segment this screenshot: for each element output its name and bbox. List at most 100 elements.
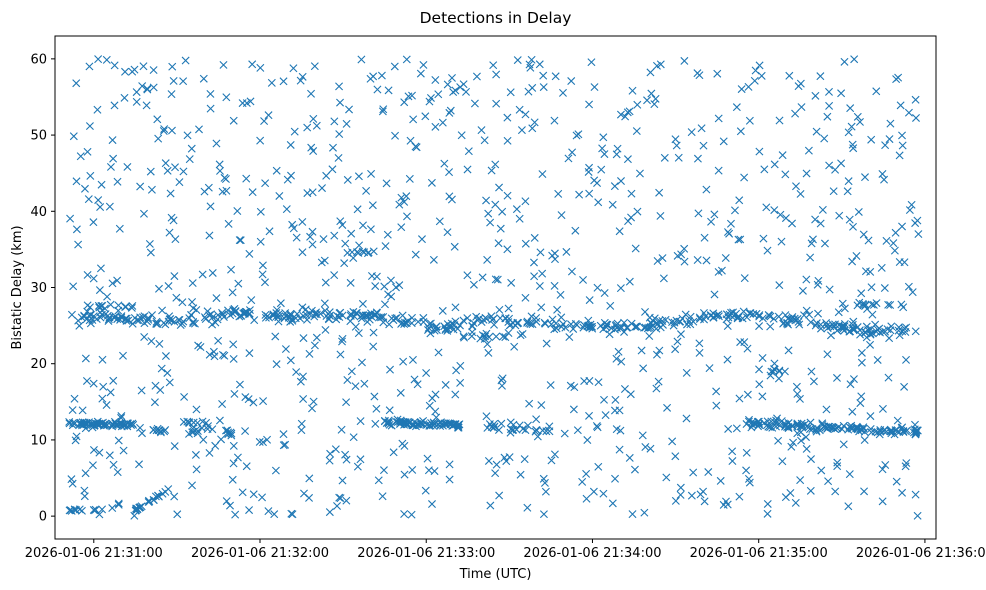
data-point bbox=[518, 330, 527, 338]
data-point bbox=[180, 392, 189, 401]
data-point bbox=[520, 455, 529, 464]
data-point bbox=[872, 327, 881, 336]
data-point bbox=[901, 462, 910, 471]
data-point bbox=[119, 420, 128, 429]
data-point bbox=[67, 310, 76, 319]
data-point bbox=[774, 312, 783, 321]
data-point bbox=[707, 217, 716, 226]
data-point bbox=[569, 405, 578, 414]
data-point bbox=[808, 235, 817, 244]
data-point bbox=[793, 419, 802, 428]
data-point bbox=[108, 136, 117, 145]
data-point bbox=[735, 394, 744, 403]
data-point bbox=[804, 146, 813, 155]
data-point bbox=[530, 233, 539, 242]
data-point bbox=[265, 313, 274, 322]
data-point bbox=[593, 283, 602, 292]
data-point bbox=[866, 340, 875, 349]
data-point bbox=[65, 506, 74, 515]
data-point bbox=[694, 209, 703, 218]
data-point bbox=[825, 285, 834, 294]
data-point bbox=[574, 130, 583, 139]
data-point bbox=[181, 56, 190, 65]
data-point bbox=[758, 353, 767, 362]
data-point bbox=[108, 279, 117, 288]
data-point bbox=[191, 450, 200, 459]
data-point bbox=[419, 417, 428, 426]
data-point bbox=[380, 300, 389, 309]
data-point bbox=[333, 501, 342, 510]
data-point bbox=[192, 465, 201, 474]
data-point bbox=[491, 160, 500, 169]
data-point bbox=[600, 150, 609, 159]
data-point bbox=[559, 320, 568, 329]
data-point bbox=[830, 322, 839, 331]
data-point bbox=[185, 155, 194, 164]
data-point bbox=[645, 332, 654, 340]
data-point bbox=[494, 426, 503, 435]
data-point bbox=[226, 311, 235, 320]
data-point bbox=[755, 312, 764, 321]
data-point bbox=[898, 131, 907, 140]
data-point bbox=[397, 193, 406, 202]
data-point bbox=[793, 422, 802, 431]
data-point bbox=[730, 206, 739, 215]
data-point bbox=[535, 60, 544, 69]
data-point bbox=[539, 510, 548, 519]
data-point bbox=[231, 510, 240, 519]
data-point bbox=[567, 320, 575, 329]
data-point bbox=[712, 311, 721, 320]
data-point bbox=[335, 130, 344, 139]
data-point bbox=[307, 89, 316, 98]
data-point bbox=[462, 87, 471, 96]
data-point bbox=[81, 469, 90, 478]
data-point bbox=[908, 288, 917, 297]
data-point bbox=[491, 275, 500, 284]
data-point bbox=[170, 492, 179, 501]
data-point bbox=[161, 426, 170, 435]
data-point bbox=[503, 191, 512, 200]
data-point bbox=[378, 107, 387, 116]
data-point bbox=[719, 500, 728, 509]
data-point bbox=[490, 419, 499, 428]
data-point bbox=[539, 83, 548, 92]
data-point bbox=[354, 172, 363, 181]
data-point bbox=[600, 288, 609, 297]
data-point bbox=[81, 354, 90, 363]
data-point bbox=[610, 325, 619, 334]
data-point bbox=[655, 316, 664, 325]
data-point bbox=[523, 317, 532, 326]
data-point bbox=[149, 496, 158, 505]
data-point bbox=[335, 493, 344, 502]
data-point bbox=[142, 101, 151, 110]
data-point bbox=[249, 490, 258, 499]
data-point bbox=[769, 314, 778, 323]
data-point bbox=[614, 347, 623, 356]
data-point bbox=[796, 428, 805, 437]
data-point bbox=[825, 87, 833, 96]
x-tick-label: 2026-01-06 21:34:00 bbox=[523, 546, 661, 561]
data-point bbox=[208, 313, 217, 322]
data-point bbox=[229, 116, 238, 125]
data-point bbox=[89, 445, 98, 454]
data-point bbox=[359, 221, 367, 230]
data-point bbox=[480, 334, 489, 343]
data-point bbox=[114, 499, 123, 508]
data-point bbox=[336, 217, 345, 226]
data-point bbox=[136, 423, 144, 432]
data-point bbox=[732, 424, 741, 433]
data-point bbox=[545, 427, 554, 436]
data-point bbox=[682, 414, 691, 423]
data-point bbox=[778, 151, 787, 160]
data-point bbox=[536, 248, 545, 257]
data-point bbox=[88, 316, 97, 324]
data-point bbox=[271, 332, 280, 341]
x-tick-label: 2026-01-06 21:32:00 bbox=[191, 546, 329, 561]
data-point bbox=[755, 380, 764, 389]
data-point bbox=[700, 233, 709, 242]
y-tick-label: 30 bbox=[30, 281, 47, 296]
data-point bbox=[781, 311, 790, 320]
data-point bbox=[409, 115, 418, 124]
y-tick-label: 0 bbox=[39, 510, 47, 525]
